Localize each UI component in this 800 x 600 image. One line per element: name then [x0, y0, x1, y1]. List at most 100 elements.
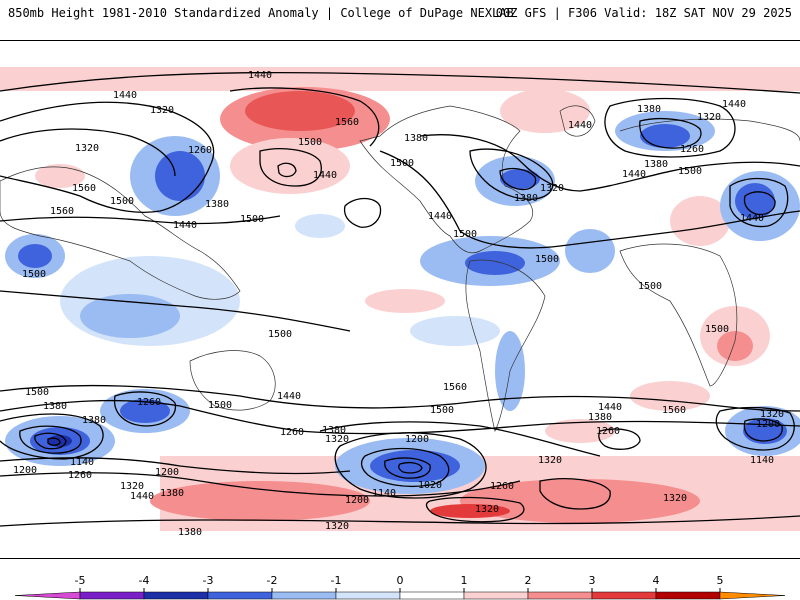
contour-label: 1500: [678, 166, 702, 177]
model-run-info: 00Z GFS | F306 Valid: 18Z SAT NOV 29 202…: [495, 6, 792, 20]
contour-label: 1020: [418, 480, 442, 491]
contour-label: 1380: [322, 425, 346, 436]
contour-label: 1380: [644, 159, 668, 170]
contour-label: 1140: [750, 455, 774, 466]
contour-label: 1320: [663, 493, 687, 504]
colorbar-band: [463, 591, 529, 600]
contour-label: 1260: [68, 470, 92, 481]
colorbar-ticks: -5 -4 -3 -2 -1 0 1 2 3 4 5: [75, 574, 724, 592]
contour-label: 1440: [130, 491, 154, 502]
contour-label: 1140: [70, 457, 94, 468]
contour-label: 1320: [120, 481, 144, 492]
contour-label: 1260: [596, 426, 620, 437]
contour-label: 1200: [405, 434, 429, 445]
contour-label: 1260: [280, 427, 304, 438]
contour-label: 1440: [598, 402, 622, 413]
contour-label: 1320: [325, 521, 349, 532]
colorbar-band: [527, 591, 593, 600]
contour-label: 1380: [588, 412, 612, 423]
contour-label: 1500: [208, 400, 232, 411]
contour-label: 1260: [188, 145, 212, 156]
contour-label: 1260: [680, 144, 704, 155]
contour-label: 1320: [475, 504, 499, 515]
colorbar-tick-label: 5: [717, 574, 724, 587]
contour-label: 1560: [443, 382, 467, 393]
contour-label: 1440: [113, 90, 137, 101]
contour-label: 1200: [345, 495, 369, 506]
contour-label: 1200: [155, 467, 179, 478]
contour-label: 1440: [428, 211, 452, 222]
contour-label: 1440: [277, 391, 301, 402]
contour-label: 1380: [160, 488, 184, 499]
colorbar-band: [399, 591, 465, 600]
contour-label: 1380: [404, 133, 428, 144]
contour-label: 1440: [722, 99, 746, 110]
colorbar-tick-label: 2: [525, 574, 532, 587]
colorbar-band: [719, 591, 786, 600]
contour-label: 1500: [240, 214, 264, 225]
colorbar-band: [335, 591, 401, 600]
contour-label: 1500: [535, 254, 559, 265]
map-title: 850mb Height 1981-2010 Standardized Anom…: [8, 6, 514, 20]
contour-label: 1440: [740, 213, 764, 224]
contour-label: 1440: [173, 220, 197, 231]
contour-label: 1500: [453, 229, 477, 240]
colorbar-segments: [14, 591, 786, 600]
contour-label: 1200: [756, 419, 780, 430]
colorbar-tick-label: 3: [589, 574, 596, 587]
contour-label: 1500: [110, 196, 134, 207]
contour-label: 1380: [514, 193, 538, 204]
colorbar-band: [655, 591, 721, 600]
contour-label: 1440: [248, 70, 272, 81]
colorbar-tick-label: 4: [653, 574, 660, 587]
colorbar-tick-label: -4: [139, 574, 150, 587]
contour-label: 1500: [298, 137, 322, 148]
contour-label: 1320: [325, 434, 349, 445]
contour-label: 1440: [622, 169, 646, 180]
colorbar-band: [79, 591, 145, 600]
contour-label: 1380: [43, 401, 67, 412]
colorbar-tick-label: -2: [267, 574, 278, 587]
colorbar-band: [271, 591, 337, 600]
contour-label: 1380: [637, 104, 661, 115]
contour-label: 1320: [75, 143, 99, 154]
contour-label: 1560: [335, 117, 359, 128]
coastlines: [0, 105, 800, 433]
contour-label: 1500: [638, 281, 662, 292]
anomaly-map: 1440 1440 1320 1320 1260 1500 1560 1560 …: [0, 40, 800, 559]
contour-label: 1320: [697, 112, 721, 123]
height-contours: [0, 71, 800, 527]
contour-label: 1200: [13, 465, 37, 476]
contour-label: 1440: [568, 120, 592, 131]
contour-label: 1440: [313, 170, 337, 181]
contour-label: 1260: [490, 481, 514, 492]
contour-label: 1500: [22, 269, 46, 280]
contour-label: 1260: [137, 397, 161, 408]
contour-label: 1320: [540, 183, 564, 194]
contour-label: 1140: [372, 488, 396, 499]
colorbar-tick-label: 1: [461, 574, 468, 587]
contour-label: 1560: [662, 405, 686, 416]
contour-label: 1500: [268, 329, 292, 340]
contour-label: 1380: [178, 527, 202, 538]
contour-label: 1500: [25, 387, 49, 398]
contour-label: 1500: [390, 158, 414, 169]
contour-label: 1560: [50, 206, 74, 217]
contour-label: 1380: [82, 415, 106, 426]
colorbar-tick-label: -3: [203, 574, 214, 587]
contour-label: 1380: [205, 199, 229, 210]
contour-label: 1560: [72, 183, 96, 194]
colorbar-band: [143, 591, 209, 600]
colorbar-band: [591, 591, 657, 600]
colorbar-band: [207, 591, 273, 600]
contour-label: 1500: [705, 324, 729, 335]
anomaly-colorbar: -5 -4 -3 -2 -1 0 1 2 3 4 5: [14, 574, 786, 600]
contour-labels: 1440 1440 1320 1320 1260 1500 1560 1560 …: [13, 70, 784, 538]
contour-label: 1320: [150, 105, 174, 116]
contour-label: 1320: [538, 455, 562, 466]
contour-label: 1320: [760, 409, 784, 420]
colorbar-band: [14, 591, 81, 600]
contour-label: 1500: [430, 405, 454, 416]
colorbar-tick-label: 0: [397, 574, 404, 587]
colorbar-tick-label: -5: [75, 574, 86, 587]
